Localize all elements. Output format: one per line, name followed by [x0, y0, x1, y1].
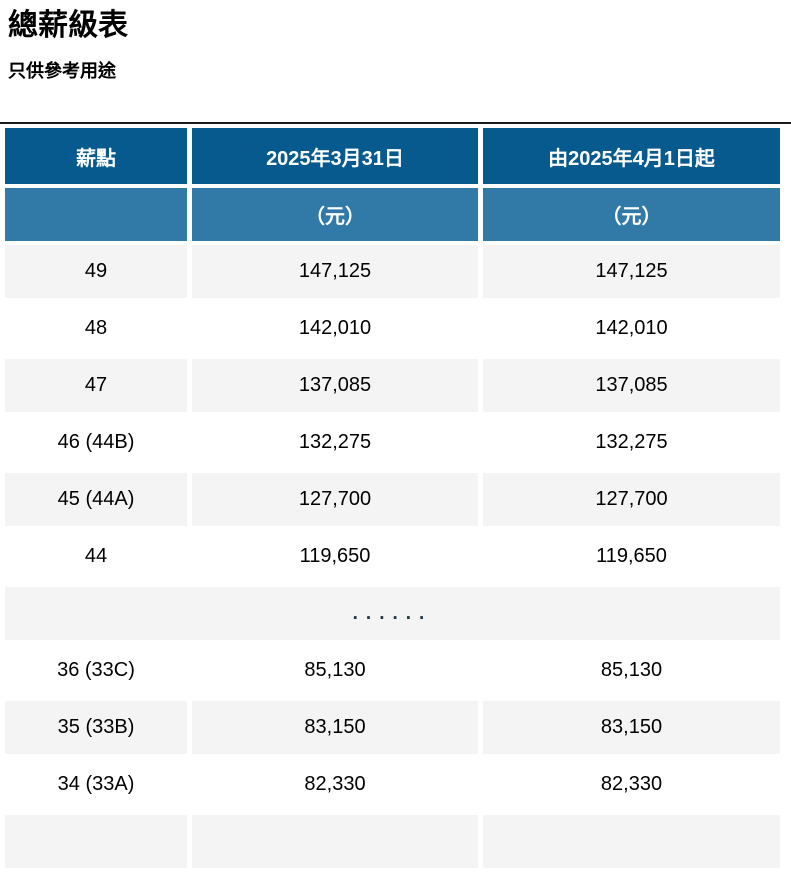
amount-before-cell: 142,010	[192, 302, 478, 355]
pay-point-cell	[5, 815, 187, 868]
pay-row: 45 (44A) 127,700 127,700	[5, 473, 780, 526]
pay-row: 44 119,650 119,650	[5, 530, 780, 583]
amount-before-cell: 85,130	[192, 644, 478, 697]
table-subheader-row: （元） （元）	[5, 188, 780, 241]
pay-point-cell: 44	[5, 530, 187, 583]
amount-before-cell: 132,275	[192, 416, 478, 469]
pay-row: 49 147,125 147,125	[5, 245, 780, 298]
pay-row-partial	[5, 815, 780, 868]
pay-point-cell: 49	[5, 245, 187, 298]
table-header-row: 薪點 2025年3月31日 由2025年4月1日起	[5, 128, 780, 184]
amount-after-cell: 119,650	[483, 530, 780, 583]
pay-point-cell: 45 (44A)	[5, 473, 187, 526]
amount-after-cell: 142,010	[483, 302, 780, 355]
amount-after-cell	[483, 815, 780, 868]
column-header-pay-point: 薪點	[5, 128, 187, 184]
pay-row: 35 (33B) 83,150 83,150	[5, 701, 780, 754]
subheader-blank	[5, 188, 187, 241]
pay-point-cell: 36 (33C)	[5, 644, 187, 697]
divider-rule	[0, 122, 791, 124]
amount-after-cell: 85,130	[483, 644, 780, 697]
subheader-unit-after: （元）	[483, 188, 780, 241]
pay-row: 46 (44B) 132,275 132,275	[5, 416, 780, 469]
pay-point-cell: 34 (33A)	[5, 758, 187, 811]
page-title: 總薪級表	[8, 9, 128, 42]
subheader-unit-before: （元）	[192, 188, 478, 241]
pay-row: 36 (33C) 85,130 85,130	[5, 644, 780, 697]
amount-before-cell: 83,150	[192, 701, 478, 754]
pay-row: 48 142,010 142,010	[5, 302, 780, 355]
amount-before-cell: 119,650	[192, 530, 478, 583]
column-header-date-before: 2025年3月31日	[192, 128, 478, 184]
pay-point-cell: 46 (44B)	[5, 416, 187, 469]
ellipsis-cell: ......	[5, 587, 780, 640]
amount-before-cell: 137,085	[192, 359, 478, 412]
pay-row: 34 (33A) 82,330 82,330	[5, 758, 780, 811]
pay-scale-table: 薪點 2025年3月31日 由2025年4月1日起 （元） （元） 49 147…	[0, 124, 785, 872]
amount-before-cell: 147,125	[192, 245, 478, 298]
amount-before-cell: 82,330	[192, 758, 478, 811]
column-header-date-from: 由2025年4月1日起	[483, 128, 780, 184]
ellipsis-row: ......	[5, 587, 780, 640]
amount-after-cell: 82,330	[483, 758, 780, 811]
amount-after-cell: 132,275	[483, 416, 780, 469]
amount-after-cell: 83,150	[483, 701, 780, 754]
page-subtitle: 只供參考用途	[8, 61, 116, 81]
amount-before-cell	[192, 815, 478, 868]
pay-point-cell: 47	[5, 359, 187, 412]
pay-row: 47 137,085 137,085	[5, 359, 780, 412]
amount-before-cell: 127,700	[192, 473, 478, 526]
amount-after-cell: 127,700	[483, 473, 780, 526]
amount-after-cell: 147,125	[483, 245, 780, 298]
pay-point-cell: 48	[5, 302, 187, 355]
amount-after-cell: 137,085	[483, 359, 780, 412]
pay-point-cell: 35 (33B)	[5, 701, 187, 754]
